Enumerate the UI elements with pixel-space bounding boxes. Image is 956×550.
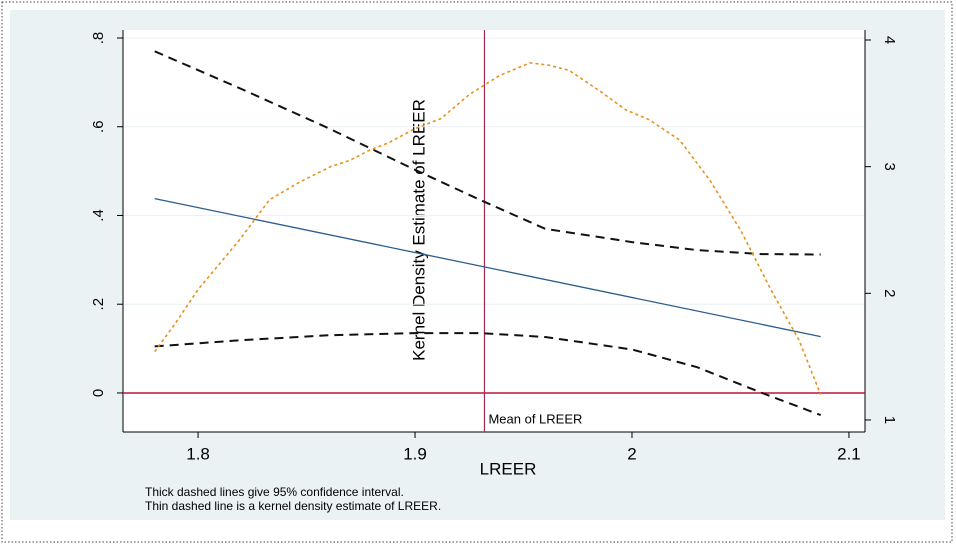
x-tick-label: 2 — [627, 444, 636, 463]
y-tick-label: .6 — [90, 120, 107, 133]
plot-region — [123, 30, 865, 432]
y2-axis-title: Kernel Density Estimate of LREER — [409, 99, 428, 361]
series-line — [154, 197, 821, 338]
y-tick-label: .2 — [90, 298, 107, 311]
reference-label: Mean of LREER — [488, 411, 582, 426]
series-line — [154, 50, 821, 256]
y-tick-label: .4 — [90, 209, 107, 222]
y2-tick-label: 4 — [881, 36, 898, 44]
x-tick-label: 1.8 — [186, 444, 210, 463]
y2-tick-label: 3 — [881, 162, 898, 170]
note: Thin dashed line is a kernel density est… — [145, 499, 441, 513]
y2-tick-label: 1 — [881, 416, 898, 424]
note: Thick dashed lines give 95% confidence i… — [145, 485, 404, 499]
x-axis-title: LREER — [480, 459, 537, 478]
y-tick-label: .8 — [90, 32, 107, 45]
x-tick-label: 2.1 — [837, 444, 861, 463]
y-tick-label: 0 — [90, 389, 107, 397]
y2-tick-label: 2 — [881, 289, 898, 297]
x-tick-label: 1.9 — [403, 444, 427, 463]
